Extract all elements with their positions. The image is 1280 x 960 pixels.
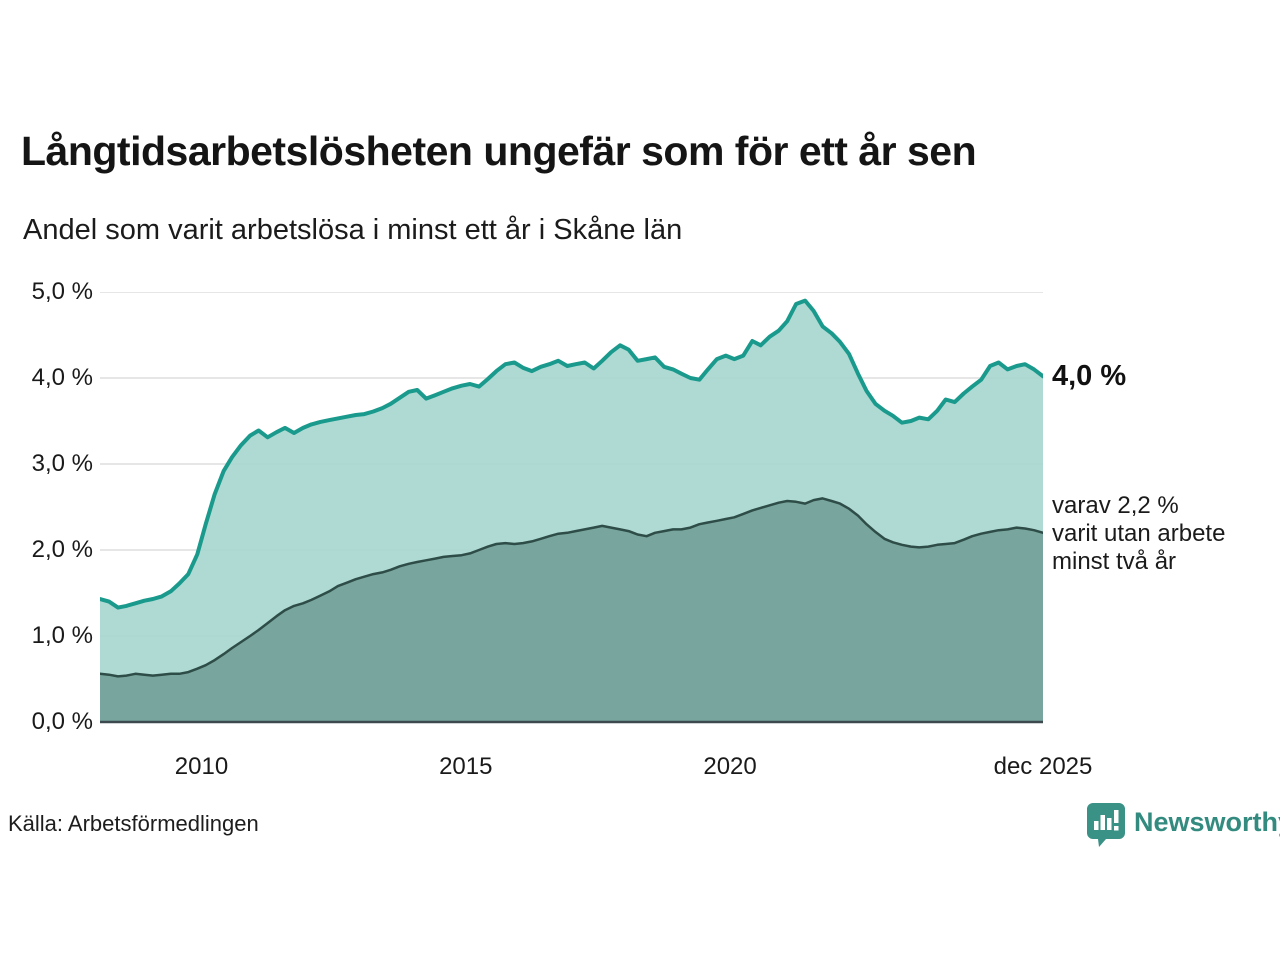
latest-value-annotation: 4,0 %	[1052, 360, 1127, 392]
secondary-annotation-line: minst två år	[1052, 548, 1177, 575]
y-tick-label: 3,0 %	[31, 450, 93, 477]
brand-name: Newsworthy	[1134, 807, 1280, 837]
y-tick-label: 2,0 %	[31, 536, 93, 563]
source-attribution: Källa: Arbetsförmedlingen	[8, 811, 259, 836]
area-line-series-2	[98, 497, 1045, 678]
x-tick-label: 2010	[174, 753, 229, 780]
x-tick-label: 2020	[703, 753, 757, 780]
area-fill-series-2	[100, 498, 1043, 722]
chart-svg	[98, 291, 1045, 724]
brand-logo: Newsworthy	[1086, 802, 1280, 853]
y-tick-label: 5,0 %	[31, 278, 93, 305]
x-tick-label: 2015	[439, 753, 493, 780]
y-tick-label: 4,0 %	[31, 364, 93, 391]
secondary-series-annotation: varav 2,2 % varit utan arbete minst två …	[1052, 492, 1225, 576]
area-line-series-1	[98, 298, 1045, 610]
newsworthy-pin-barchart-icon	[1086, 802, 1126, 853]
chart-subtitle: Andel som varit arbetslösa i minst ett å…	[23, 214, 683, 246]
secondary-annotation-line: varav 2,2 %	[1052, 492, 1179, 519]
x-tick-label: dec 2025	[993, 753, 1093, 780]
y-tick-label: 1,0 %	[31, 622, 93, 649]
area-chart-plot	[98, 291, 1045, 731]
page-title: Långtidsarbetslösheten ungefär som för e…	[21, 128, 977, 174]
y-tick-label: 0,0 %	[31, 708, 93, 735]
secondary-annotation-line: varit utan arbete	[1052, 520, 1226, 547]
